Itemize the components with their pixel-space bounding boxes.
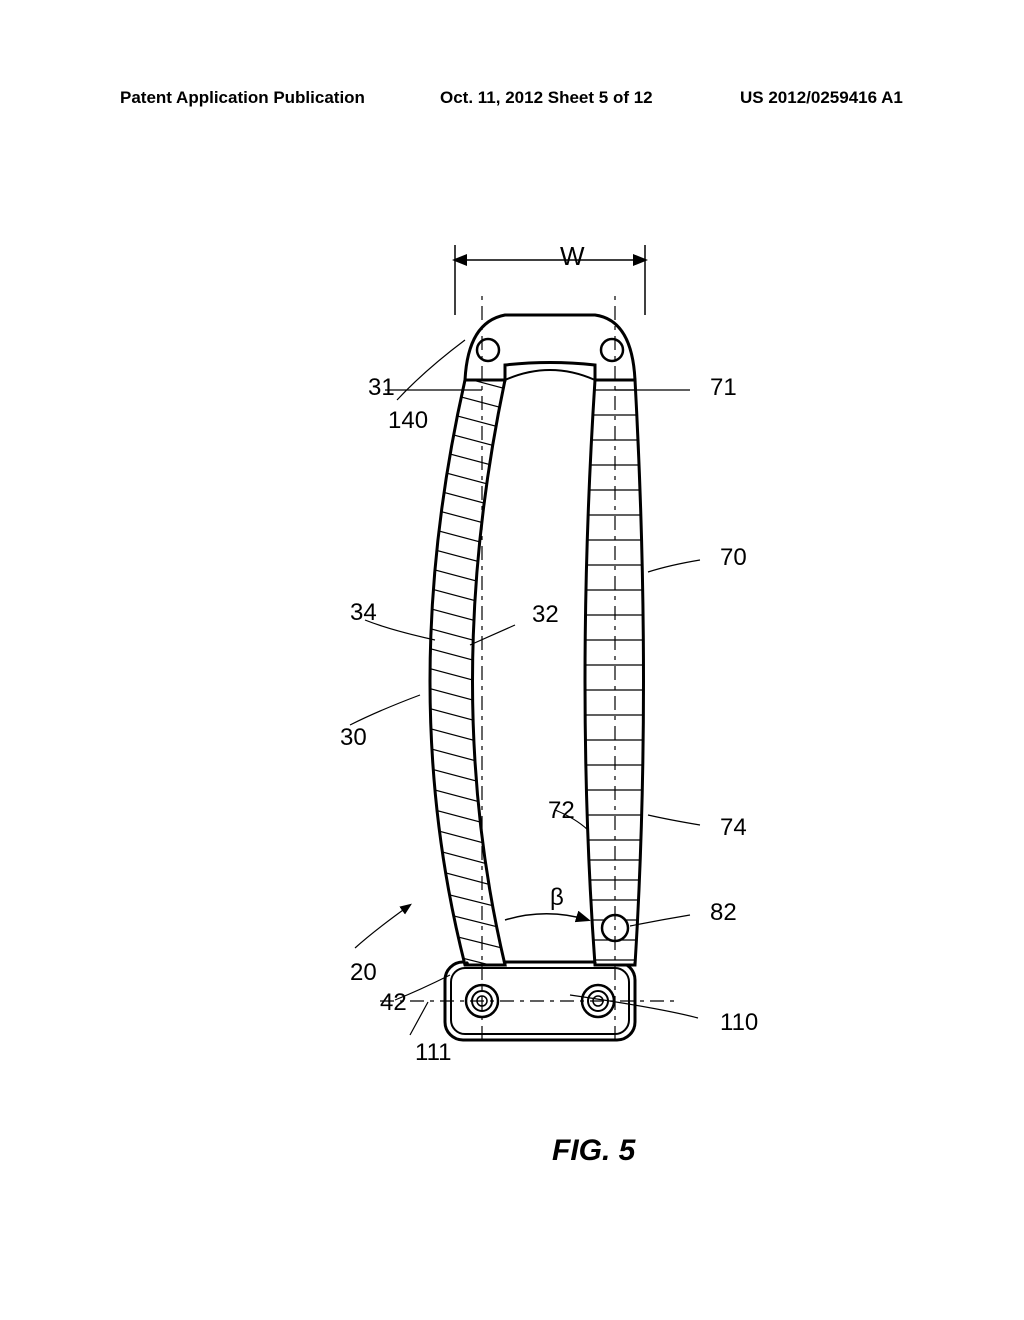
ref-42: 42	[380, 989, 407, 1016]
header-left: Patent Application Publication	[120, 88, 365, 108]
header-mid: Oct. 11, 2012 Sheet 5 of 12	[440, 88, 653, 108]
ref-30: 30	[340, 724, 367, 751]
end-cap	[465, 315, 635, 380]
ref-82: 82	[710, 899, 737, 926]
header-right: US 2012/0259416 A1	[740, 88, 903, 108]
labels: 20 30 34 31 140 32 42 111 110 82 74 72 7…	[340, 241, 758, 1066]
ref-110: 110	[720, 1009, 758, 1036]
header: Patent Application Publication Oct. 11, …	[0, 88, 1024, 118]
ref-74: 74	[720, 814, 747, 841]
angle-label: β	[550, 884, 564, 911]
figure-label: FIG. 5	[552, 1134, 637, 1167]
angle-beta	[505, 914, 588, 920]
dim-w-label: W	[560, 241, 585, 271]
ref-32: 32	[532, 601, 559, 628]
dimension-w	[455, 245, 645, 315]
upper-member	[390, 358, 510, 970]
ref-34: 34	[350, 599, 377, 626]
ref-31: 31	[368, 374, 395, 401]
ref-71: 71	[710, 374, 737, 401]
ref-140: 140	[388, 407, 428, 434]
leaders	[350, 340, 700, 1035]
ref-72: 72	[548, 797, 575, 824]
ref-70: 70	[720, 544, 747, 571]
patent-figure: 20 30 34 31 140 32 42 111 110 82 74 72 7…	[120, 150, 910, 1270]
ref-20: 20	[350, 959, 377, 986]
ref-111: 111	[415, 1039, 451, 1066]
